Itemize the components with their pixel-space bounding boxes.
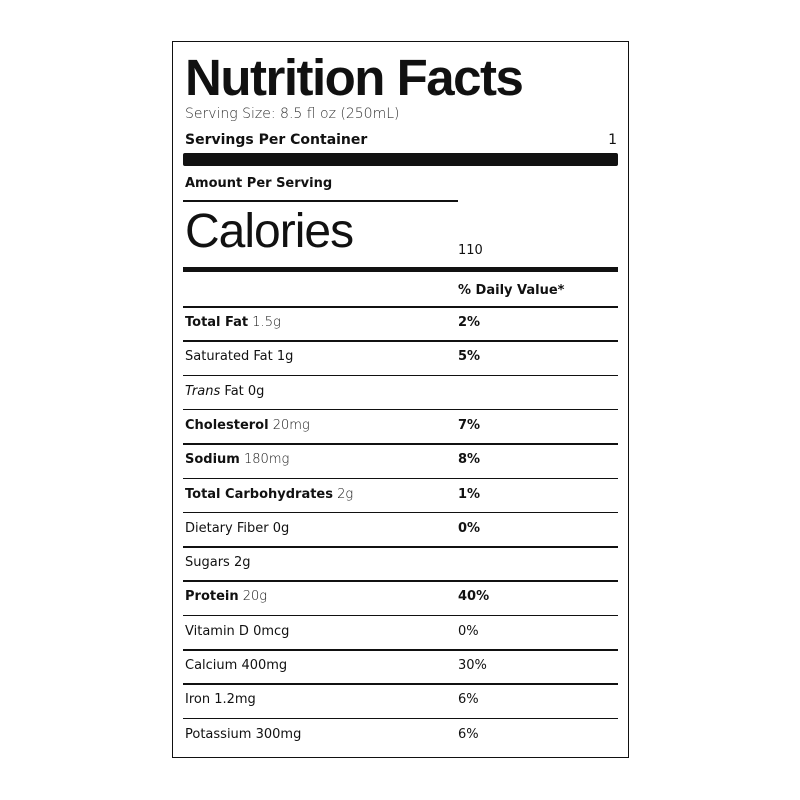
daily-value: 6%	[458, 726, 479, 742]
calories-value: 110	[458, 243, 483, 258]
nutrient: Total Carbohydrates 2g	[185, 487, 353, 502]
nutrient-name: Dietary Fiber 0g	[185, 520, 290, 536]
daily-value-header: % Daily Value*	[458, 283, 565, 298]
nutrient-name-italic: Trans	[185, 383, 221, 399]
thick-rule	[183, 153, 618, 166]
daily-value: 0%	[458, 623, 479, 639]
nutrient: Trans Fat 0g	[185, 384, 264, 399]
nutrient-amount: 20mg	[272, 417, 310, 433]
row-rule	[183, 306, 618, 308]
nutrient: Sodium 180mg	[185, 452, 289, 467]
nutrient: Dietary Fiber 0g	[185, 521, 289, 536]
rule	[183, 200, 458, 202]
nutrient-name: Fat 0g	[224, 383, 265, 399]
nutrient: Total Fat 1.5g	[185, 315, 281, 330]
row-rule	[183, 614, 618, 617]
nutrient-name: Sodium	[185, 452, 240, 468]
row-rule	[183, 443, 618, 445]
row-rule	[183, 374, 618, 377]
thick-rule	[183, 267, 618, 272]
daily-value: 30%	[458, 658, 487, 673]
daily-value: 1%	[458, 486, 481, 502]
servings-value: 1	[608, 132, 617, 148]
title: Nutrition Facts	[185, 49, 524, 106]
nutrient: Cholesterol 20mg	[185, 418, 310, 433]
daily-value: 6%	[458, 692, 479, 708]
daily-value: 8%	[458, 452, 481, 468]
nutrient-name: Total Carbohydrates	[185, 486, 333, 502]
daily-value: 2%	[458, 315, 481, 330]
nutrient-name: Cholesterol	[185, 417, 269, 433]
nutrient-name: Iron 1.2mg	[185, 692, 256, 708]
row-rule	[183, 408, 618, 411]
nutrient-name: Protein	[185, 589, 239, 605]
nutrient-name: Saturated Fat 1g	[185, 349, 294, 365]
row-rule	[183, 580, 618, 582]
nutrient: Protein 20g	[185, 589, 267, 604]
nutrient: Calcium 400mg	[185, 658, 287, 673]
nutrient: Vitamin D 0mcg	[185, 624, 289, 639]
nutrient-name: Sugars 2g	[185, 555, 251, 571]
row-rule	[183, 649, 618, 651]
nutrient-amount: 1.5g	[252, 315, 281, 330]
nutrient: Sugars 2g	[185, 555, 250, 570]
nutrient-amount: 2g	[337, 486, 354, 502]
nutrient: Saturated Fat 1g	[185, 349, 293, 364]
row-rule	[183, 511, 618, 514]
row-rule	[183, 717, 618, 720]
nutrient-amount: 180mg	[244, 452, 290, 468]
nutrient: Potassium 300mg	[185, 727, 301, 742]
row-rule	[183, 546, 618, 548]
nutrient-name: Total Fat	[185, 315, 249, 330]
nutrient: Iron 1.2mg	[185, 692, 256, 707]
calories-label: Calories	[185, 205, 354, 258]
row-rule	[183, 477, 618, 479]
row-rule	[183, 683, 618, 685]
servings-label: Servings Per Container	[185, 132, 368, 148]
daily-value: 40%	[458, 589, 490, 605]
daily-value: 7%	[458, 417, 481, 433]
daily-value: 5%	[458, 349, 481, 365]
amount-per-serving: Amount Per Serving	[185, 176, 333, 191]
daily-value: 0%	[458, 520, 481, 536]
nutrient-amount: 20g	[242, 589, 268, 605]
row-rule	[183, 340, 618, 342]
nutrient-name: Potassium 300mg	[185, 726, 302, 742]
serving-size: Serving Size: 8.5 fl oz (250mL)	[185, 106, 400, 122]
nutrient-name: Calcium 400mg	[185, 658, 288, 673]
nutrient-name: Vitamin D 0mcg	[185, 623, 290, 639]
nutrition-label: Nutrition Facts Serving Size: 8.5 fl oz …	[172, 41, 629, 758]
